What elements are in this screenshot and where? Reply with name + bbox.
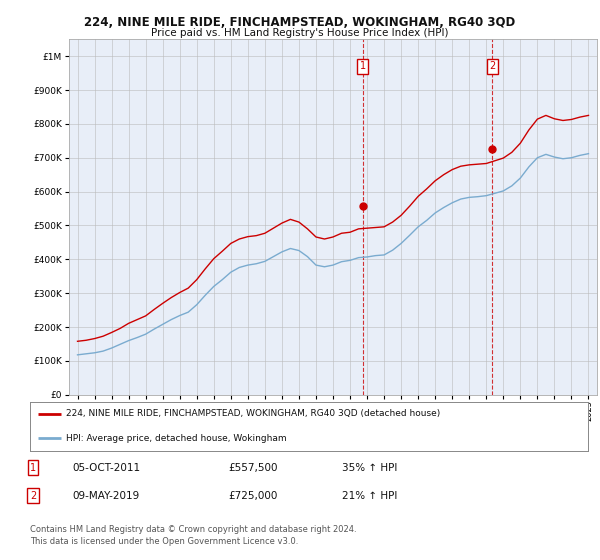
Text: £725,000: £725,000 [228, 491, 277, 501]
Text: Price paid vs. HM Land Registry's House Price Index (HPI): Price paid vs. HM Land Registry's House … [151, 28, 449, 38]
Text: 21% ↑ HPI: 21% ↑ HPI [342, 491, 397, 501]
Text: 1: 1 [360, 61, 366, 71]
Text: Contains HM Land Registry data © Crown copyright and database right 2024.
This d: Contains HM Land Registry data © Crown c… [30, 525, 356, 546]
Text: 2: 2 [30, 491, 36, 501]
Text: 1: 1 [30, 463, 36, 473]
Text: 224, NINE MILE RIDE, FINCHAMPSTEAD, WOKINGHAM, RG40 3QD (detached house): 224, NINE MILE RIDE, FINCHAMPSTEAD, WOKI… [66, 409, 440, 418]
Text: 05-OCT-2011: 05-OCT-2011 [72, 463, 140, 473]
Text: 35% ↑ HPI: 35% ↑ HPI [342, 463, 397, 473]
Text: 224, NINE MILE RIDE, FINCHAMPSTEAD, WOKINGHAM, RG40 3QD: 224, NINE MILE RIDE, FINCHAMPSTEAD, WOKI… [85, 16, 515, 29]
Text: £557,500: £557,500 [228, 463, 277, 473]
Text: 09-MAY-2019: 09-MAY-2019 [72, 491, 139, 501]
Text: HPI: Average price, detached house, Wokingham: HPI: Average price, detached house, Woki… [66, 434, 287, 443]
Text: 2: 2 [489, 61, 496, 71]
